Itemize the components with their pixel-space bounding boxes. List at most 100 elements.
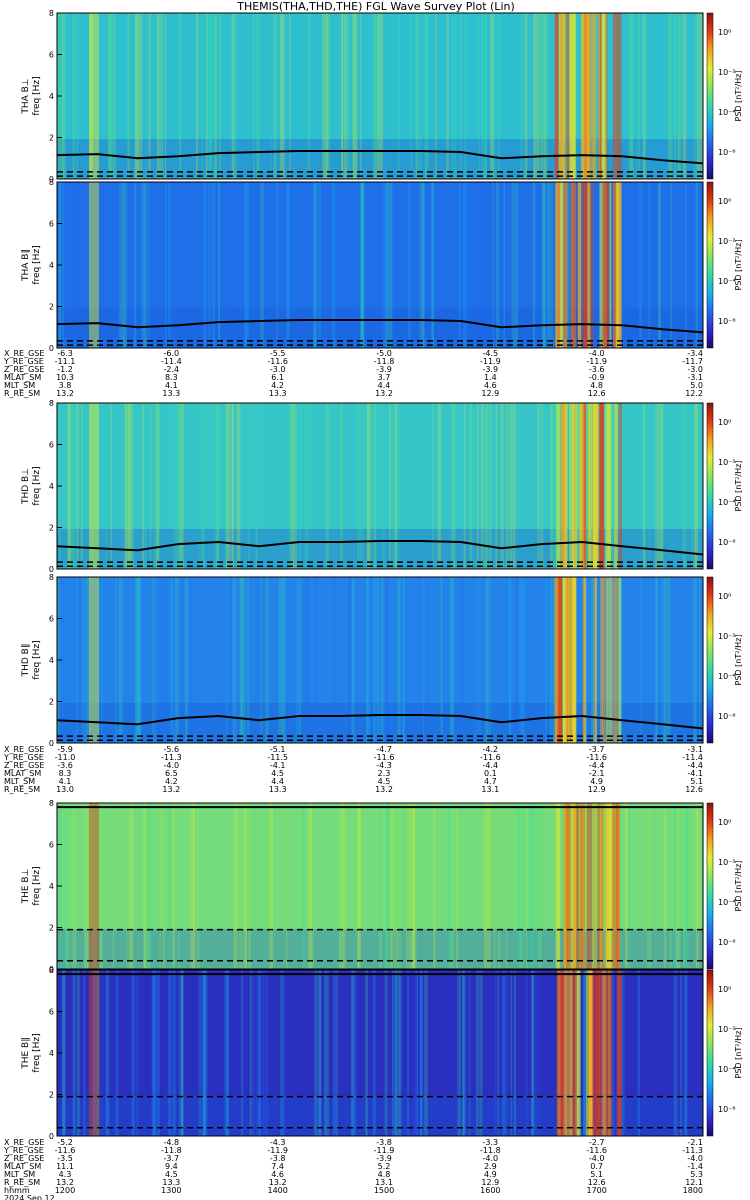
spectral-streak bbox=[289, 403, 294, 569]
spectral-streak bbox=[590, 803, 594, 969]
spectral-streak bbox=[677, 182, 680, 348]
ephemeris-value: -3.3 bbox=[483, 1138, 499, 1147]
spectral-streak bbox=[231, 403, 233, 569]
spectral-streak bbox=[314, 577, 318, 743]
spectral-streak bbox=[566, 182, 570, 348]
spectral-streak bbox=[479, 970, 483, 1136]
spectral-streak bbox=[650, 182, 652, 348]
spectral-streak bbox=[381, 577, 385, 743]
spectral-streak bbox=[690, 403, 694, 569]
spectral-streak bbox=[384, 970, 388, 1136]
spectral-streak bbox=[259, 970, 261, 1136]
ephemeris-value: 4.2 bbox=[165, 777, 178, 786]
spectral-streak bbox=[207, 13, 211, 179]
spectral-streak bbox=[231, 13, 235, 179]
spectral-streak bbox=[699, 577, 701, 743]
wave-burst-early bbox=[89, 182, 99, 348]
y-tick-label: 0 bbox=[49, 739, 54, 748]
wave-burst bbox=[615, 803, 619, 969]
spectral-streak bbox=[247, 577, 250, 743]
spectral-streak bbox=[385, 803, 387, 969]
spectral-streak bbox=[516, 577, 518, 743]
spectral-streak bbox=[673, 970, 678, 1136]
spectral-streak bbox=[419, 182, 422, 348]
spectral-streak bbox=[695, 803, 699, 969]
wave-burst bbox=[555, 803, 559, 969]
colorbar-tick-label: 10⁻⁴ bbox=[718, 672, 736, 681]
spectral-streak bbox=[295, 577, 299, 743]
spectral-streak bbox=[283, 182, 285, 348]
spectral-streak bbox=[459, 182, 461, 348]
spectral-streak bbox=[642, 13, 645, 179]
spectral-streak bbox=[306, 577, 310, 743]
ephemeris-label: Y_RE_GSE bbox=[3, 753, 44, 762]
spectral-streak bbox=[365, 970, 367, 1136]
ephemeris-value: -4.0 bbox=[483, 1154, 499, 1163]
ephemeris-label: MLT_SM bbox=[4, 381, 35, 390]
spectral-streak bbox=[509, 403, 513, 569]
spectral-streak bbox=[110, 403, 112, 569]
wave-burst bbox=[613, 182, 617, 348]
spectral-streak bbox=[497, 970, 500, 1136]
spectral-streak bbox=[235, 13, 238, 179]
spectral-streak bbox=[340, 403, 343, 569]
y-tick-label: 6 bbox=[49, 220, 54, 229]
ephemeris-value: -11.8 bbox=[161, 1146, 182, 1155]
spectral-streak bbox=[222, 182, 226, 348]
colorbar-label: PSD [nT²/Hz] bbox=[734, 71, 743, 122]
ephemeris-label: X_RE_GSE bbox=[4, 745, 44, 754]
spectral-streak bbox=[538, 803, 542, 969]
panel-thd-bperp: 0 2 4 6 8 THD B⊥ freq [Hz] 10⁰ 10⁻² 10⁻⁴ 10⁻⁶ PSD [… bbox=[21, 399, 743, 574]
ephemeris-value: 10.3 bbox=[56, 373, 74, 382]
spectral-streak bbox=[389, 403, 391, 569]
ephemeris-value: 4.4 bbox=[271, 777, 284, 786]
ephemeris-value: -11.6 bbox=[374, 753, 395, 762]
spectral-streak bbox=[651, 182, 654, 348]
spectral-streak bbox=[353, 13, 358, 179]
wave-burst bbox=[573, 803, 577, 969]
spectral-streak bbox=[95, 970, 99, 1136]
spectral-streak bbox=[83, 970, 86, 1136]
wave-burst bbox=[555, 182, 560, 348]
ephemeris-value: -4.3 bbox=[270, 1138, 286, 1147]
spectral-streak bbox=[168, 803, 171, 969]
spectral-streak bbox=[260, 577, 262, 743]
y-tick-label: 0 bbox=[49, 1132, 54, 1141]
spectral-streak bbox=[369, 403, 372, 569]
spectral-streak bbox=[145, 13, 147, 179]
ephemeris-value: -4.3 bbox=[376, 761, 392, 770]
spectral-streak bbox=[674, 13, 677, 179]
spectral-streak bbox=[173, 403, 178, 569]
spectral-streak bbox=[395, 970, 399, 1136]
spectral-streak bbox=[424, 13, 427, 179]
wave-burst bbox=[576, 803, 580, 969]
spectral-streak bbox=[313, 182, 317, 348]
spectral-streak bbox=[279, 13, 282, 179]
spectral-streak bbox=[118, 577, 123, 743]
wave-burst bbox=[571, 182, 576, 348]
spectral-streak bbox=[338, 803, 342, 969]
spectral-streak bbox=[638, 13, 640, 179]
gyrofrequency-curve bbox=[56, 319, 704, 334]
spectral-streak bbox=[137, 577, 142, 743]
colorbar-tick-label: 10⁰ bbox=[718, 197, 731, 206]
ephemeris-value: 4.7 bbox=[484, 777, 497, 786]
spectral-streak bbox=[173, 577, 175, 743]
spectral-streak bbox=[178, 970, 183, 1136]
spectral-streak bbox=[537, 13, 540, 179]
spectral-streak bbox=[590, 577, 594, 743]
wave-burst-early bbox=[89, 803, 99, 969]
spectral-streak bbox=[433, 803, 436, 969]
spectral-streak bbox=[683, 403, 687, 569]
spectral-streak bbox=[394, 803, 398, 969]
ephemeris-value: -11.3 bbox=[161, 753, 182, 762]
spectral-streak bbox=[367, 577, 371, 743]
y-tick-label: 0 bbox=[49, 965, 54, 974]
spectral-streak bbox=[364, 182, 368, 348]
spectral-streak bbox=[62, 970, 66, 1136]
ephemeris-value: 12.2 bbox=[685, 389, 703, 398]
spectral-streak bbox=[483, 13, 487, 179]
spectral-streak bbox=[90, 13, 93, 179]
